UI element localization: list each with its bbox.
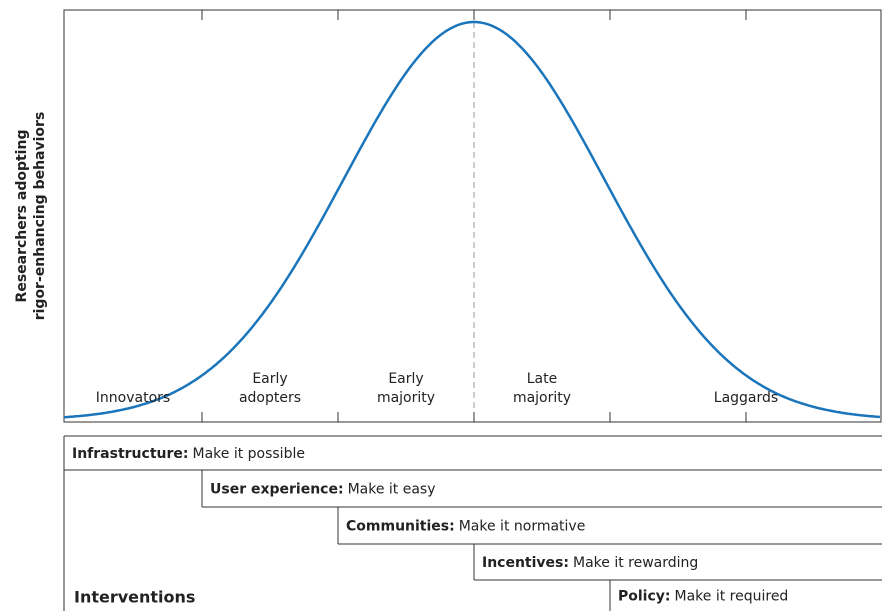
segment-label: adopters (239, 390, 301, 406)
segment-label: Early (252, 371, 287, 387)
intervention-text: Make it required (675, 589, 789, 605)
segment-label: majority (513, 390, 571, 406)
plot-frame (63, 9, 882, 423)
segment-label: Early (388, 371, 423, 387)
intervention-name: Incentives: (482, 555, 569, 571)
intervention-text: Make it rewarding (573, 555, 698, 571)
intervention-name: User experience: (210, 482, 344, 498)
intervention-row: Communities: Make it normative (346, 519, 585, 535)
segment-label: Late (527, 371, 557, 387)
intervention-row: Infrastructure: Make it possible (72, 446, 305, 462)
intervention-name: Infrastructure: (72, 446, 188, 462)
adoption-curve (63, 20, 881, 419)
intervention-text: Make it easy (348, 482, 436, 498)
intervention-name: Communities: (346, 519, 455, 535)
intervention-name: Policy: (618, 589, 671, 605)
segment-label: Innovators (96, 390, 170, 406)
intervention-row: Policy: Make it required (618, 589, 788, 605)
intervention-text: Make it possible (192, 446, 304, 462)
y-axis-label: Researchers adopting (14, 130, 30, 303)
segment-label: Laggards (714, 390, 778, 406)
y-axis-label: rigor-enhancing behaviors (32, 112, 48, 321)
segment-label: majority (377, 390, 435, 406)
intervention-row: Incentives: Make it rewarding (482, 555, 698, 571)
intervention-text: Make it normative (459, 519, 586, 535)
interventions-title: Interventions (74, 588, 195, 607)
intervention-row: User experience: Make it easy (210, 482, 436, 498)
